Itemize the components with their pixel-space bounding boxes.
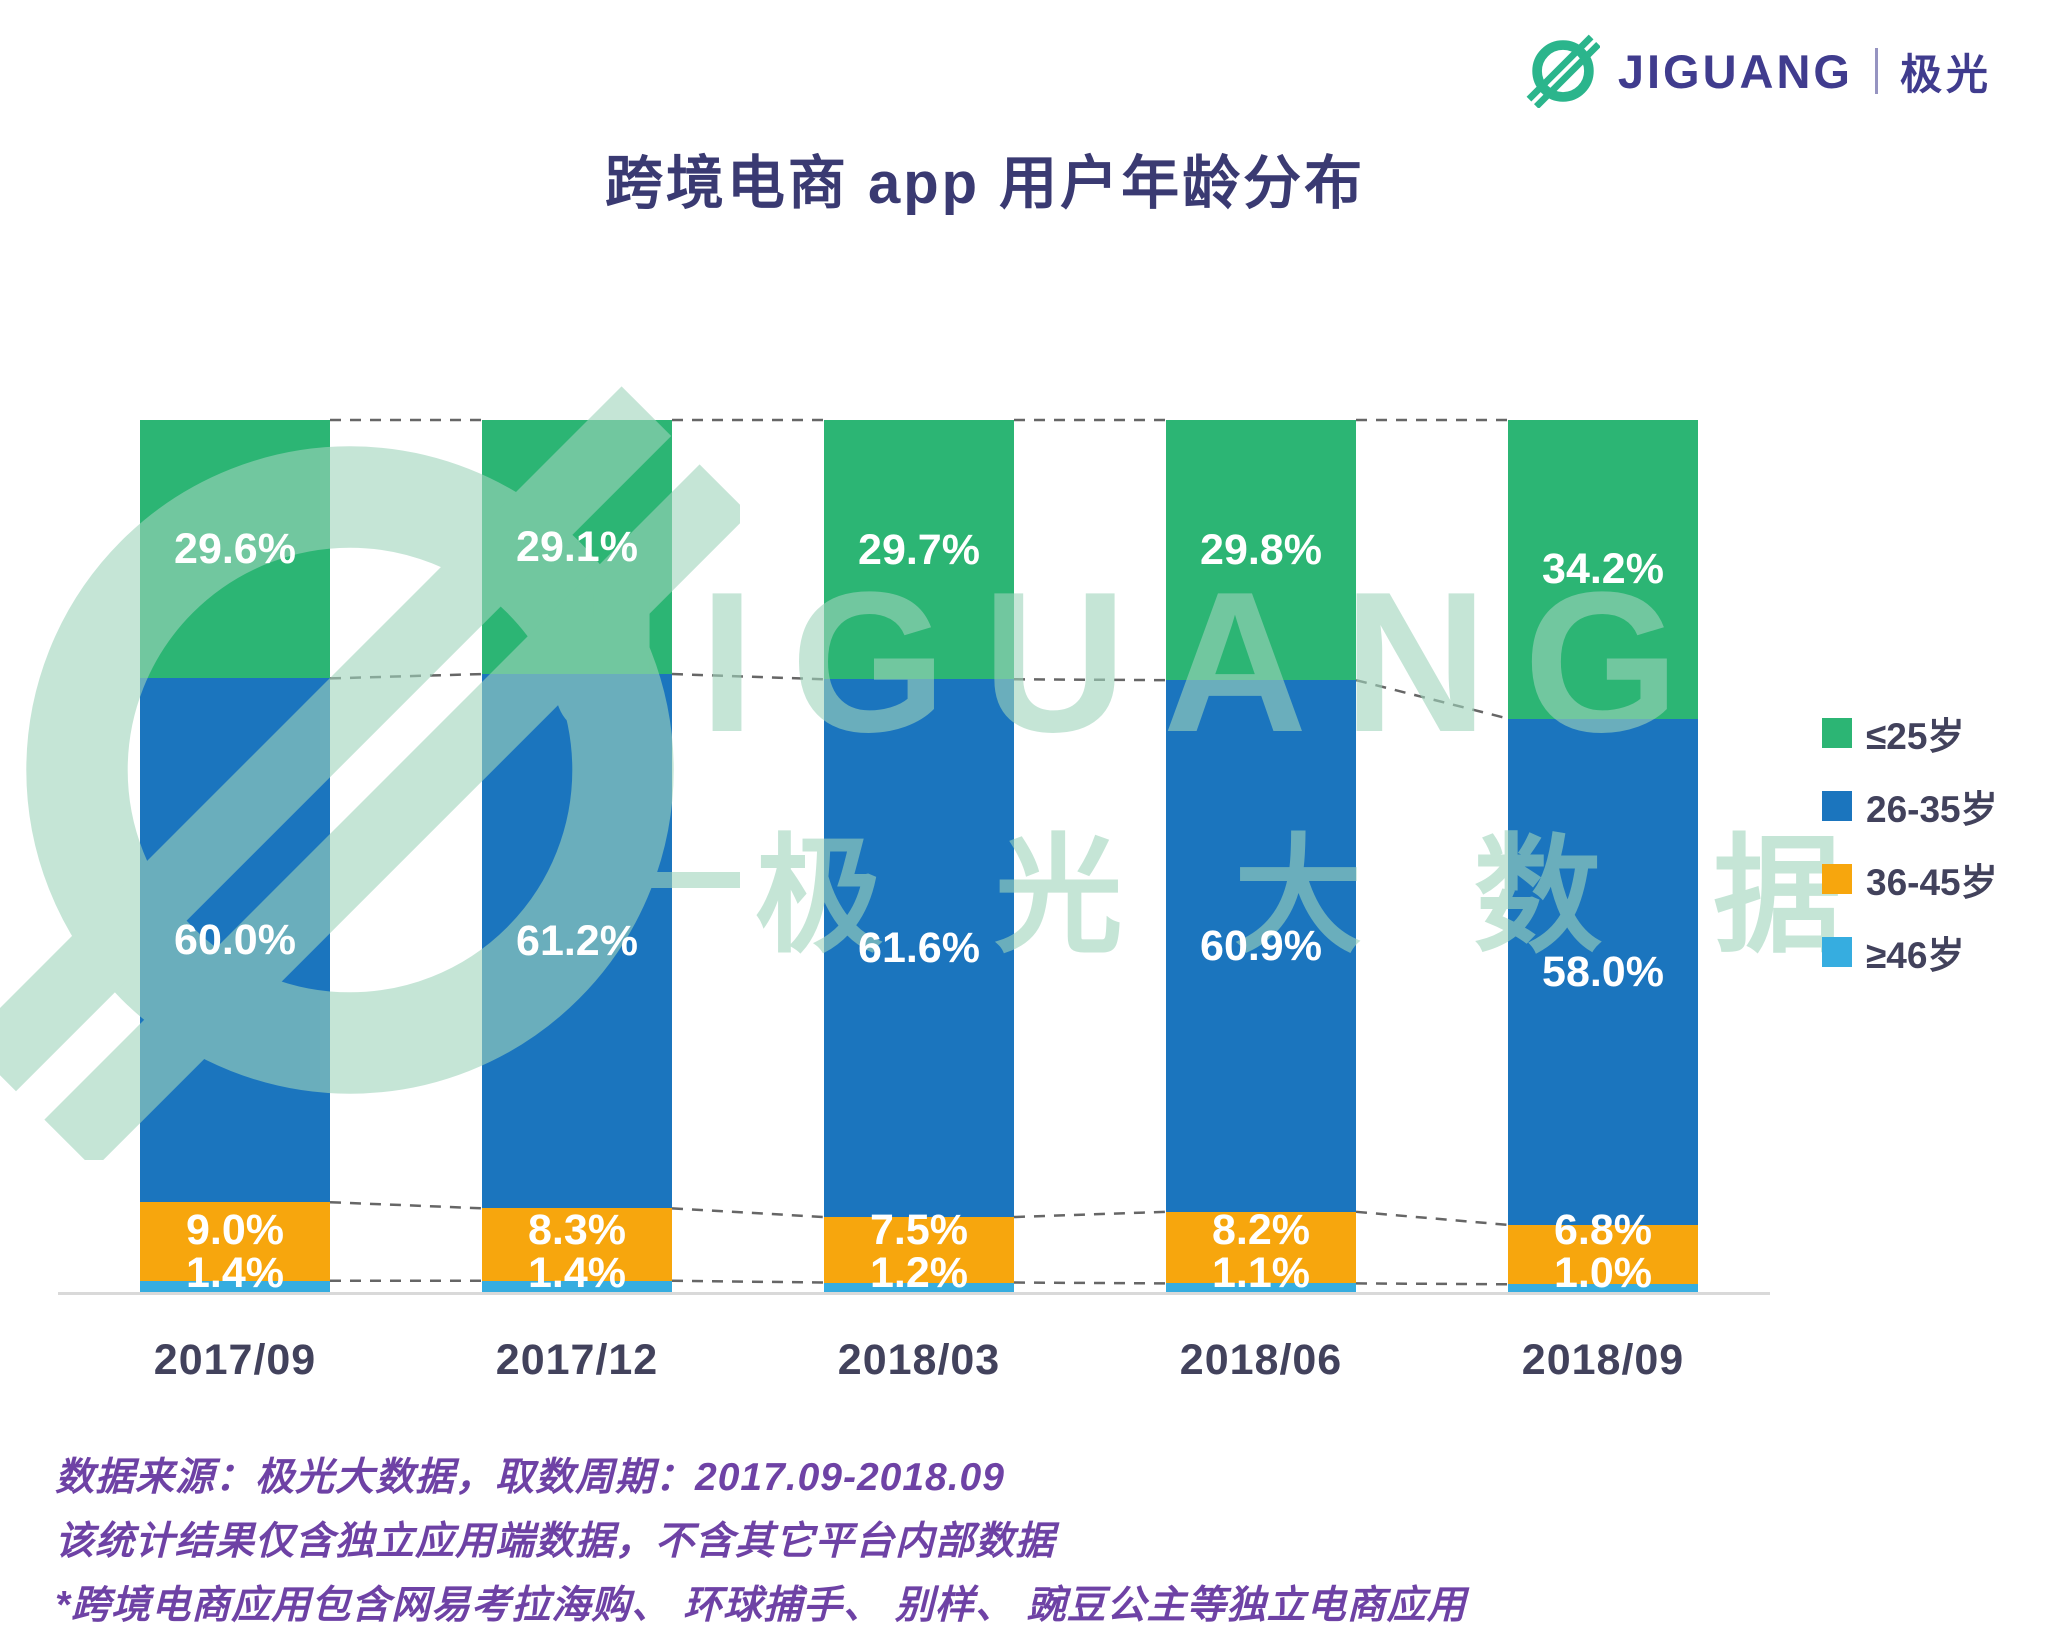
bar-value-label: 34.2% xyxy=(1542,545,1664,594)
segment-connector-line xyxy=(1013,678,1167,682)
bar-segment xyxy=(1166,420,1356,681)
x-axis-line xyxy=(58,1292,1770,1295)
legend-label: 26-35岁 xyxy=(1866,789,1998,830)
bar-value-label: 8.2% xyxy=(1211,1206,1310,1254)
bar-value-label: 7.5% xyxy=(869,1206,968,1254)
bar-segment xyxy=(1508,718,1698,1225)
bar-value-label: 8.3% xyxy=(527,1206,626,1254)
segment-connector-line xyxy=(1355,1210,1509,1227)
category-label: 2018/09 xyxy=(1521,1336,1685,1384)
bar-value-label: 29.7% xyxy=(858,525,980,574)
bar-value-label: 58.0% xyxy=(1542,947,1664,996)
segment-connector-line xyxy=(1355,1282,1509,1286)
bar-segment xyxy=(1508,420,1698,719)
bar-value-label: 29.8% xyxy=(1200,526,1322,575)
bar-value-label: 1.2% xyxy=(869,1249,968,1297)
legend-swatch xyxy=(1822,718,1852,748)
segment-connector-line xyxy=(1013,1281,1167,1285)
bar-segment xyxy=(824,1282,1014,1293)
bar-value-label: 9.0% xyxy=(185,1206,284,1254)
bar-segment xyxy=(1166,680,1356,1212)
bar-value-label: 1.0% xyxy=(1553,1249,1652,1297)
brand-logo: JIGUANG 极光 xyxy=(1526,34,1992,108)
category-label: 2018/06 xyxy=(1179,1336,1343,1384)
bar-value-label: 61.6% xyxy=(858,924,980,973)
bar-value-label: 1.4% xyxy=(527,1249,626,1297)
footer-line-source: 数据来源：极光大数据，取数周期：2017.09-2018.09 xyxy=(55,1456,1005,1499)
segment-connector-line xyxy=(329,1200,483,1210)
jiguang-logo-icon xyxy=(1526,34,1600,108)
bar-segment xyxy=(482,1280,672,1293)
bar-segment xyxy=(140,1280,330,1293)
bar-value-label: 1.1% xyxy=(1211,1249,1310,1297)
legend-swatch xyxy=(1822,791,1852,821)
brand-name-cn: 极光 xyxy=(1899,50,1992,98)
bar-segment xyxy=(482,1208,672,1281)
legend-swatch xyxy=(1822,864,1852,894)
segment-connector-line xyxy=(671,1279,825,1284)
bar-segment xyxy=(824,679,1014,1218)
bar-2018/09 xyxy=(1508,420,1698,1293)
bar-value-label: 6.8% xyxy=(1553,1206,1652,1254)
legend: ≤25岁 26-35岁 36-45岁 ≥46岁 xyxy=(1822,712,1998,976)
segment-connector-line xyxy=(1355,678,1509,720)
brand-name: JIGUANG xyxy=(1617,44,1853,98)
bar-2018/06 xyxy=(1166,420,1356,1293)
bar-segment xyxy=(1508,1284,1698,1293)
bar-2018/03 xyxy=(824,420,1014,1293)
footer-line-apps: *跨境电商应用包含网易考拉海购、 环球捕手、 别样、 豌豆公主等独立电商应用 xyxy=(55,1584,1467,1627)
category-label: 2017/09 xyxy=(153,1336,317,1384)
footer-line-scope: 该统计结果仅含独立应用端数据，不含其它平台内部数据 xyxy=(55,1520,1056,1563)
bar-segment xyxy=(1166,1211,1356,1284)
legend-item: 36-45岁 xyxy=(1822,858,1998,903)
legend-label: 36-45岁 xyxy=(1866,862,1998,903)
bar-segment xyxy=(140,1202,330,1281)
bar-segment xyxy=(824,420,1014,680)
legend-swatch xyxy=(1822,937,1852,967)
segment-connector-line xyxy=(671,1207,825,1219)
legend-label: ≤25岁 xyxy=(1866,716,1965,757)
category-label: 2017/12 xyxy=(495,1336,659,1384)
bar-value-label: 60.9% xyxy=(1200,921,1322,970)
segment-connector-line xyxy=(1013,1210,1167,1219)
chart-title: 跨境电商 app 用户年龄分布 xyxy=(604,151,1366,216)
bar-segment xyxy=(824,1217,1014,1283)
bar-segment xyxy=(1508,1224,1698,1285)
brand-divider xyxy=(1874,48,1878,94)
legend-item: 26-35岁 xyxy=(1822,785,1998,830)
legend-label: ≥46岁 xyxy=(1866,935,1965,976)
bar-value-label: 1.4% xyxy=(185,1249,284,1297)
category-label: 2018/03 xyxy=(837,1336,1001,1384)
legend-item: ≤25岁 xyxy=(1822,712,1998,757)
footer-notes: 数据来源：极光大数据，取数周期：2017.09-2018.09 该统计结果仅含独… xyxy=(55,1446,1467,1638)
legend-item: ≥46岁 xyxy=(1822,931,1998,976)
bar-segment xyxy=(1166,1283,1356,1293)
